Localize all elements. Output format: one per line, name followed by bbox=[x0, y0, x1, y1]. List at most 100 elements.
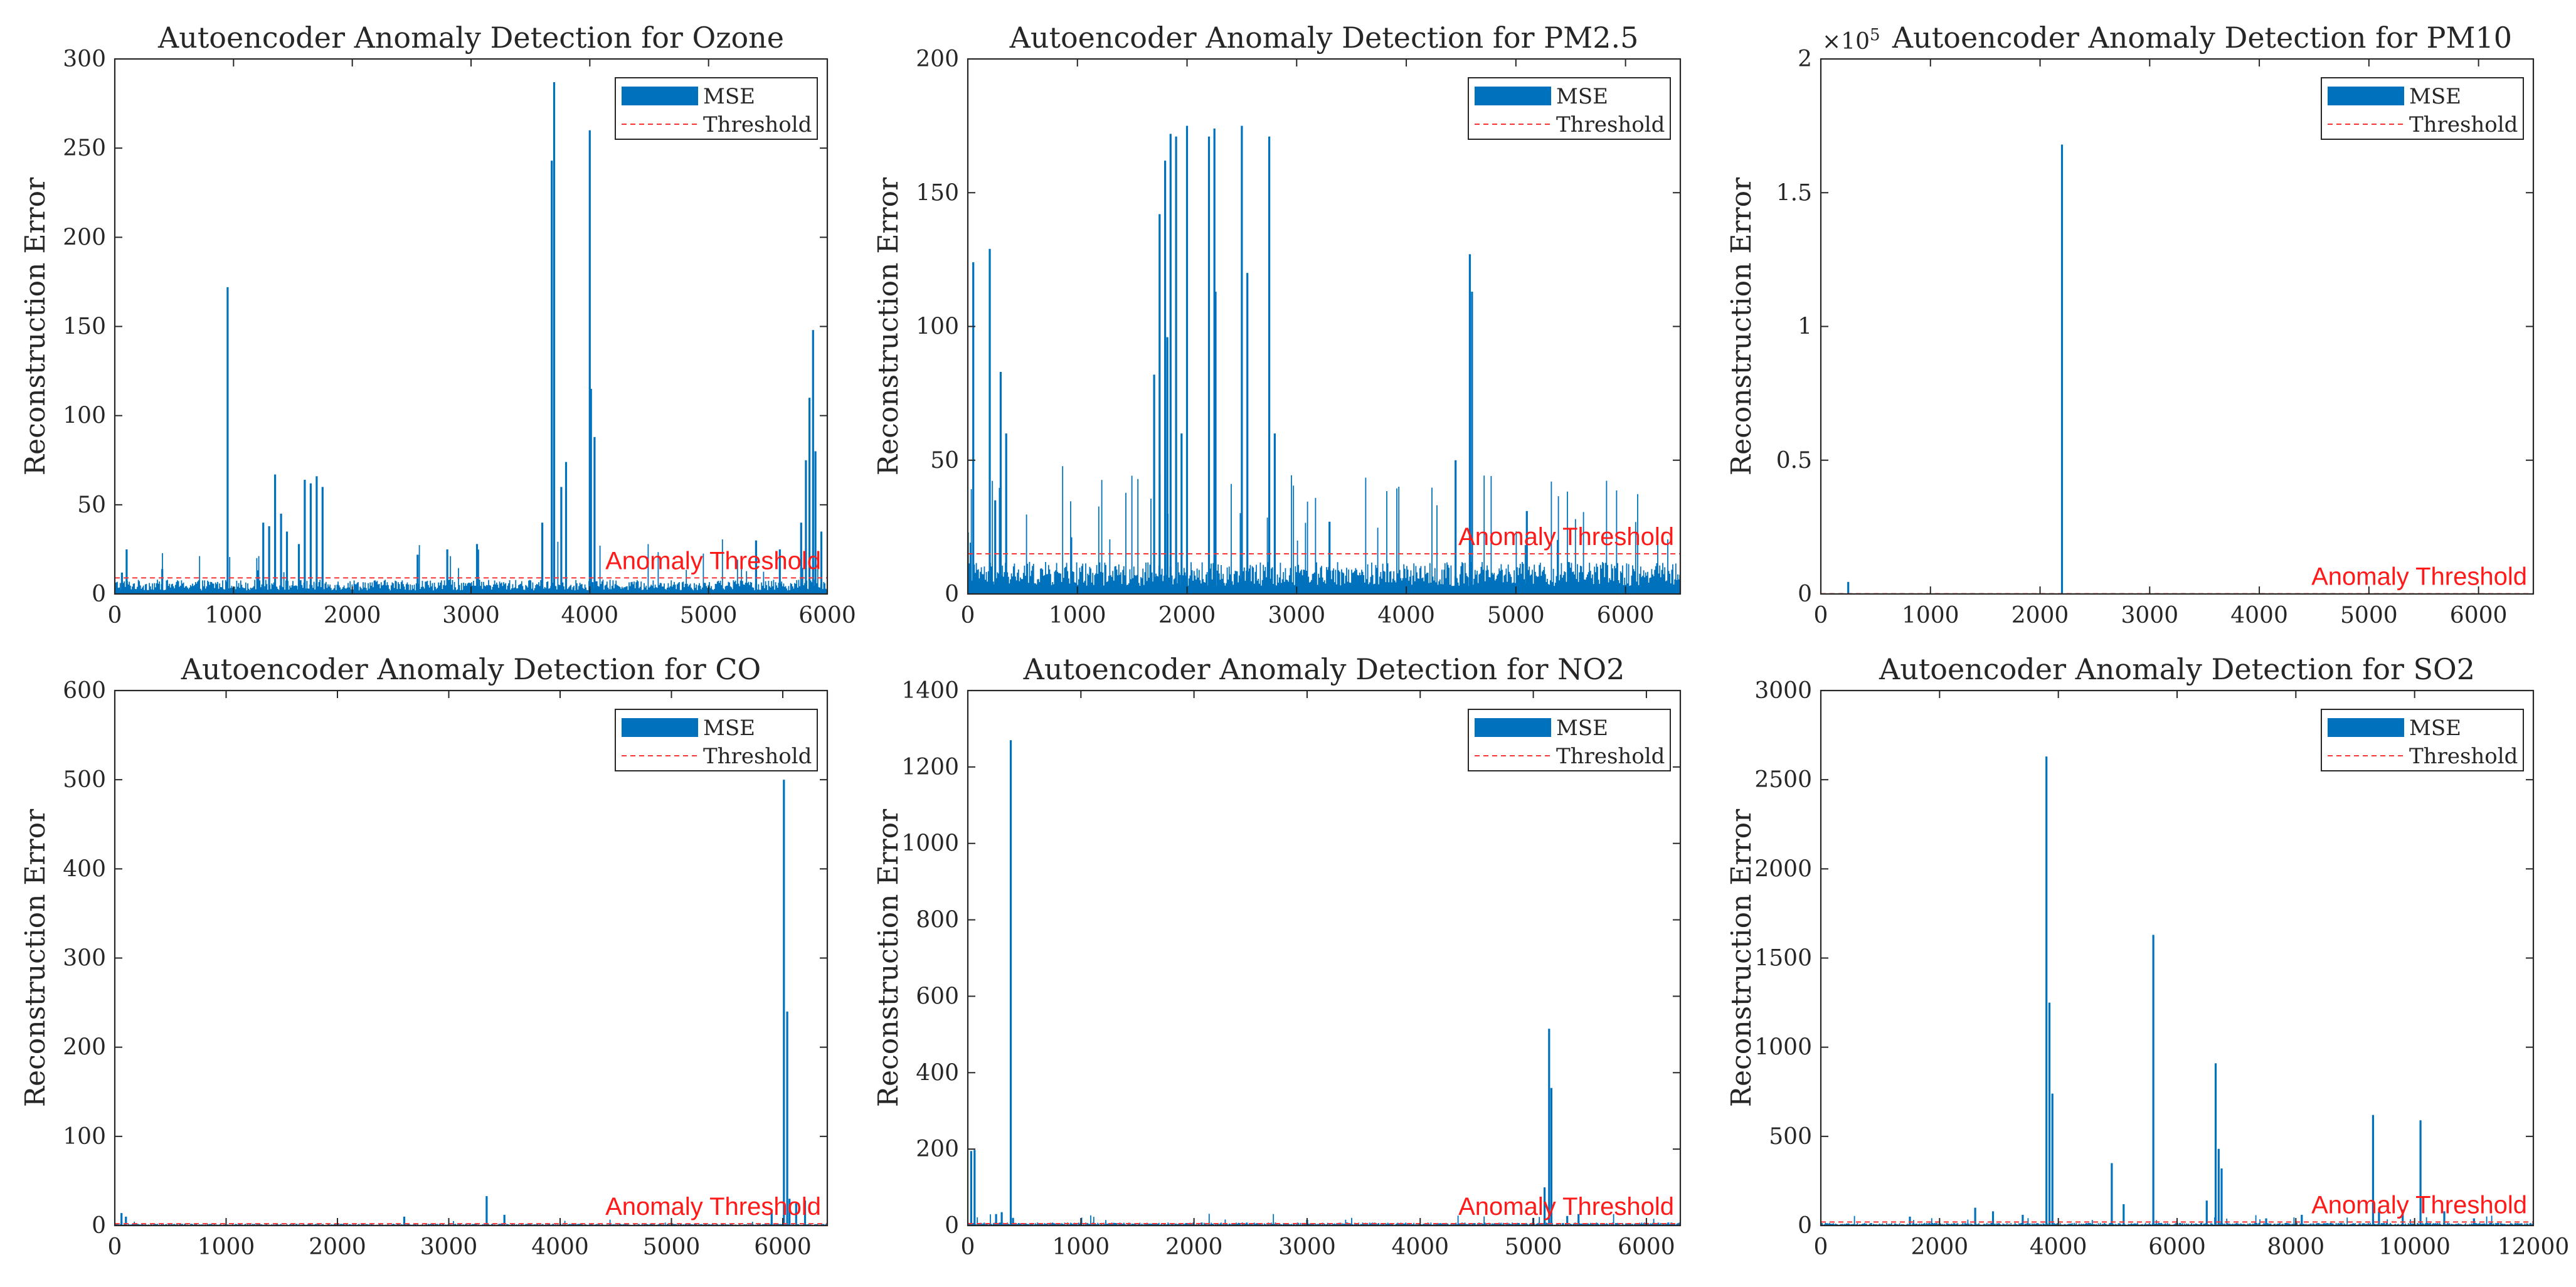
mse-spike-bar bbox=[2045, 756, 2048, 1226]
legend-threshold-label: Threshold bbox=[2409, 112, 2518, 137]
y-tick-label: 400 bbox=[63, 856, 106, 882]
x-tick-label: 6000 bbox=[2148, 1234, 2206, 1260]
legend-mse-swatch bbox=[622, 718, 698, 737]
y-tick-label: 0.5 bbox=[1776, 448, 1812, 474]
mse-spike-bar bbox=[1175, 136, 1177, 594]
x-tick-label: 2000 bbox=[324, 603, 381, 628]
mse-spike-bar bbox=[125, 1216, 127, 1226]
y-tick-label: 50 bbox=[930, 448, 959, 474]
x-tick-label: 5000 bbox=[680, 603, 738, 628]
mse-spike-bar bbox=[485, 1196, 488, 1226]
mse-spike-bar bbox=[560, 487, 563, 594]
mse-spike-bar bbox=[2419, 1120, 2422, 1226]
legend-threshold-label: Threshold bbox=[2409, 744, 2518, 769]
y-axis-label: Reconstruction Error bbox=[19, 177, 51, 475]
y-exponent-label: ×105 bbox=[1822, 26, 1880, 55]
x-tick-label: 6000 bbox=[2450, 603, 2508, 628]
mse-spike-bar bbox=[1164, 161, 1167, 595]
anomaly-threshold-annotation: Anomaly Threshold bbox=[2311, 563, 2527, 591]
x-tick-label: 4000 bbox=[2230, 603, 2288, 628]
y-tick-label: 200 bbox=[63, 1035, 106, 1061]
y-tick-label: 250 bbox=[63, 135, 106, 161]
legend-mse-label: MSE bbox=[2409, 84, 2461, 109]
mse-spike-bar bbox=[120, 572, 123, 594]
mse-spike-bar bbox=[1471, 292, 1473, 594]
chart-title: Autoencoder Anomaly Detection for SO2 bbox=[1879, 652, 2475, 686]
y-tick-label: 200 bbox=[916, 46, 959, 72]
legend-mse-swatch bbox=[622, 87, 698, 105]
x-tick-label: 4000 bbox=[2030, 1234, 2087, 1260]
mse-spike-bar bbox=[2220, 1168, 2223, 1226]
mse-spike-bar bbox=[972, 262, 975, 595]
y-tick-label: 0 bbox=[1798, 1213, 1812, 1239]
mse-spike-bar bbox=[1246, 273, 1249, 594]
y-tick-label: 800 bbox=[916, 908, 959, 933]
mse-spike-bar bbox=[814, 451, 817, 594]
mse-spike-bar bbox=[2022, 1214, 2024, 1226]
y-tick-label: 50 bbox=[77, 492, 106, 518]
legend-mse-swatch bbox=[1475, 718, 1551, 737]
mse-spike-bar bbox=[786, 1011, 788, 1226]
anomaly-threshold-annotation: Anomaly Threshold bbox=[2311, 1191, 2527, 1219]
mse-spike-bar bbox=[541, 522, 544, 594]
mse-spike-bar bbox=[995, 1214, 997, 1226]
mse-spike-bar bbox=[1005, 433, 1007, 594]
y-tick-label: 100 bbox=[63, 403, 106, 429]
legend: MSE Threshold bbox=[1468, 77, 1671, 140]
mse-spike-bar bbox=[475, 544, 479, 594]
mse-spike-bar bbox=[795, 1203, 797, 1226]
anomaly-threshold-annotation: Anomaly Threshold bbox=[605, 1193, 821, 1221]
x-tick-label: 1000 bbox=[1049, 603, 1106, 628]
mse-spike-bar bbox=[262, 522, 265, 594]
mse-spike-bar bbox=[1169, 134, 1172, 594]
x-tick-label: 0 bbox=[108, 603, 122, 628]
mse-spike-bar bbox=[2372, 1115, 2374, 1226]
y-tick-label: 150 bbox=[916, 180, 959, 206]
legend-mse-swatch bbox=[2328, 87, 2404, 105]
x-tick-label: 5000 bbox=[643, 1234, 701, 1260]
mse-spike-bar bbox=[588, 130, 591, 594]
y-tick-label: 300 bbox=[63, 46, 106, 72]
mse-spike-bar bbox=[812, 330, 814, 594]
mse-spike-bar bbox=[1577, 1214, 1580, 1226]
mse-spike-bar bbox=[304, 480, 306, 594]
mse-spike-bar bbox=[1909, 1216, 1911, 1226]
mse-spike-bar bbox=[2214, 1063, 2217, 1226]
legend-mse-swatch bbox=[1475, 87, 1551, 105]
x-tick-label: 6000 bbox=[1618, 1234, 1675, 1260]
x-tick-label: 6000 bbox=[798, 603, 856, 628]
mse-spike-bar bbox=[280, 514, 282, 594]
mse-spike-bar bbox=[503, 1214, 506, 1226]
mse-spike-bar bbox=[2217, 1148, 2220, 1226]
mse-spike-bar bbox=[1566, 1216, 1569, 1226]
mse-spike-bar bbox=[274, 474, 277, 594]
y-tick-label: 600 bbox=[63, 678, 106, 704]
y-tick-label: 0 bbox=[92, 1213, 106, 1239]
y-axis-label: Reconstruction Error bbox=[1725, 808, 1757, 1107]
legend-mse-label: MSE bbox=[1556, 84, 1608, 109]
x-tick-label: 4000 bbox=[561, 603, 619, 628]
legend: MSE Threshold bbox=[2321, 77, 2524, 140]
mse-spike-bar bbox=[120, 1213, 123, 1226]
y-tick-label: 300 bbox=[63, 946, 106, 972]
y-tick-label: 1400 bbox=[901, 678, 959, 704]
mse-spike-bar bbox=[125, 549, 128, 594]
mse-spike-bar bbox=[808, 398, 811, 594]
y-tick-label: 1 bbox=[1798, 314, 1812, 340]
mse-spike-bar bbox=[1273, 433, 1276, 594]
mse-spike-bar bbox=[2060, 144, 2064, 594]
x-tick-label: 0 bbox=[1814, 1234, 1828, 1260]
mse-spike-bar bbox=[1525, 511, 1528, 594]
legend-mse-label: MSE bbox=[703, 716, 755, 741]
mse-spike-bar bbox=[321, 487, 324, 594]
y-axis-label: Reconstruction Error bbox=[872, 177, 904, 475]
mse-spike-bar bbox=[416, 554, 419, 594]
y-tick-label: 100 bbox=[63, 1124, 106, 1150]
plot-area bbox=[1821, 59, 2533, 594]
x-tick-label: 12000 bbox=[2498, 1234, 2570, 1260]
legend-mse-label: MSE bbox=[703, 84, 755, 109]
mse-spike-bar bbox=[161, 569, 164, 594]
mse-spike-bar bbox=[2123, 1204, 2125, 1226]
